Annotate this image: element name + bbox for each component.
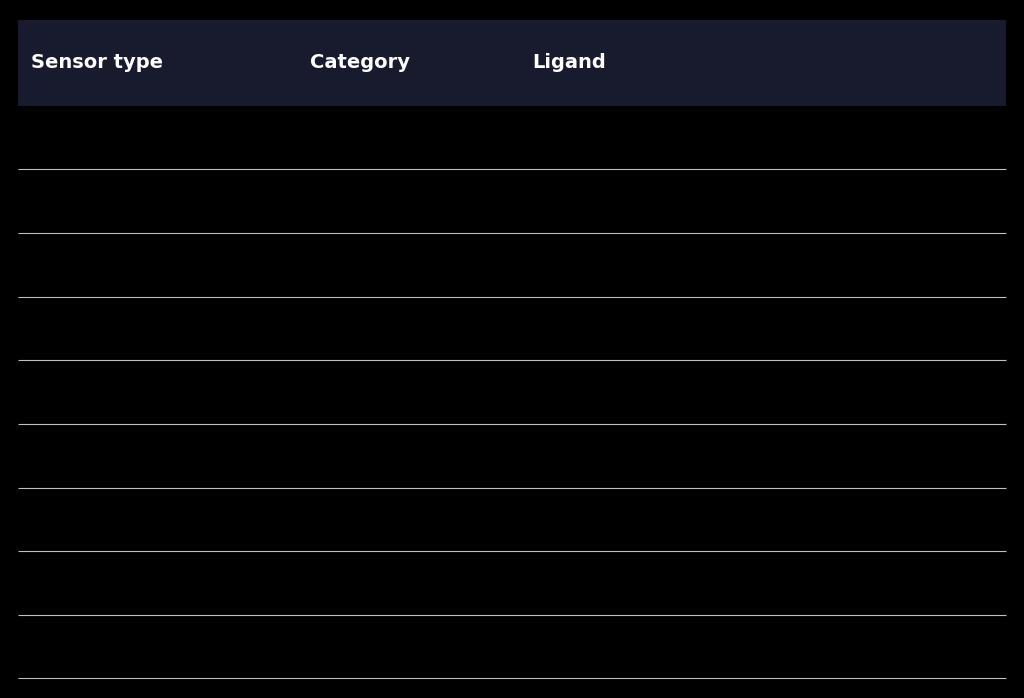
Bar	[18, 170, 1006, 233]
Bar	[18, 488, 1006, 551]
Bar	[18, 424, 1006, 488]
Bar	[18, 551, 1006, 615]
Bar	[18, 106, 1006, 170]
Bar	[18, 615, 1006, 678]
Bar	[18, 360, 1006, 424]
Bar	[18, 20, 1006, 106]
Bar	[18, 297, 1006, 360]
Text: Category: Category	[310, 53, 411, 72]
Bar	[18, 233, 1006, 297]
Text: Sensor type: Sensor type	[31, 53, 163, 72]
Text: Ligand: Ligand	[532, 53, 606, 72]
